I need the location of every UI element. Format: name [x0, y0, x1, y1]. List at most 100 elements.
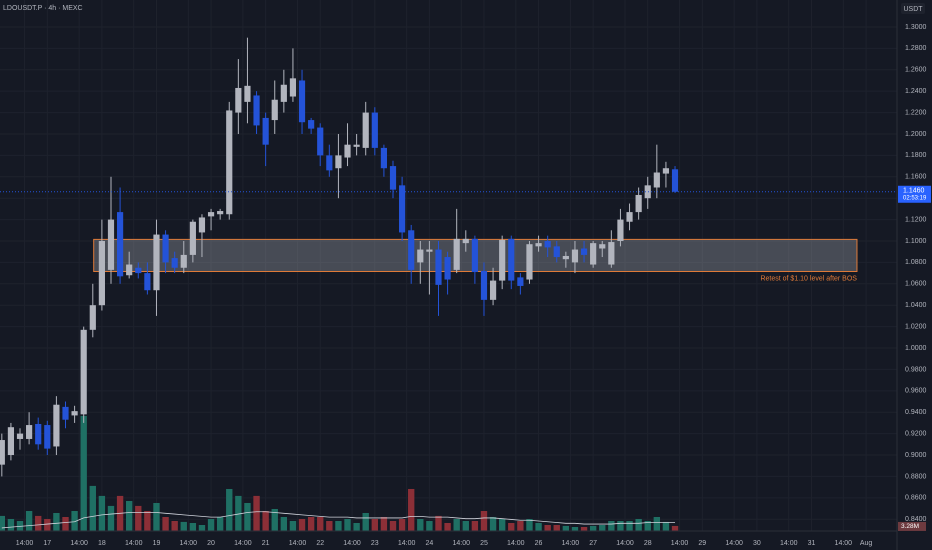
candle-body	[408, 230, 415, 270]
x-tick-label: 30	[753, 540, 761, 547]
candle-body	[580, 248, 588, 255]
candle-body	[271, 99, 278, 121]
volume-bar	[462, 520, 469, 531]
candle-body	[162, 234, 169, 263]
candle-body	[235, 87, 242, 113]
last-volume-label: 3.28M	[901, 523, 919, 530]
volume-bar	[417, 518, 424, 531]
volume-bar	[71, 510, 78, 531]
x-tick-label: 27	[589, 540, 597, 547]
x-tick-label: 29	[698, 540, 706, 547]
y-tick-label: 0.9600	[905, 388, 927, 395]
x-tick-label: 18	[98, 540, 106, 547]
candle-body	[517, 277, 524, 286]
volume-bar	[398, 518, 406, 531]
volume-bar	[107, 505, 115, 531]
x-tick-label: 20	[207, 540, 215, 547]
x-tick-label: 23	[371, 540, 379, 547]
volume-bar	[189, 522, 197, 531]
volume-bar	[171, 520, 178, 531]
volume-bar	[198, 524, 206, 531]
volume-bar	[662, 521, 670, 531]
candle-body	[98, 240, 105, 306]
candle-body	[126, 264, 133, 276]
volume-bar	[7, 518, 15, 531]
volume-bar	[635, 518, 642, 531]
candle-body	[508, 238, 515, 281]
volume-bar	[80, 415, 87, 531]
x-tick-label: 28	[644, 540, 652, 547]
candle-body	[89, 305, 96, 330]
volume-bar	[653, 516, 661, 531]
volume-bar	[289, 520, 297, 531]
volume-bar	[508, 522, 515, 531]
volume-bar	[280, 516, 288, 531]
candle-body	[326, 155, 333, 171]
current-price-label: 1.1460	[903, 188, 925, 195]
volume-bar	[162, 516, 169, 531]
candle-body	[389, 166, 397, 190]
volume-bar	[35, 515, 42, 531]
y-tick-label: 1.0200	[905, 323, 927, 330]
x-tick-label: 19	[153, 540, 161, 547]
volume-bar	[626, 520, 633, 531]
volume-bar	[435, 515, 442, 531]
candle-body	[308, 120, 315, 129]
volume-bar	[444, 522, 451, 531]
volume-bar	[344, 518, 351, 531]
candle-body	[462, 238, 469, 244]
candle-body	[62, 406, 69, 420]
volume-bar	[408, 488, 415, 531]
candle-body	[144, 273, 151, 291]
volume-bar	[562, 525, 570, 531]
candle-body	[280, 84, 287, 102]
volume-bar	[62, 516, 69, 531]
candle-body	[535, 243, 542, 247]
candle-body	[198, 217, 206, 233]
volume-bar	[244, 502, 251, 531]
y-tick-label: 1.0600	[905, 281, 927, 288]
candle-body	[353, 144, 360, 147]
x-tick-label: 14:00	[180, 540, 198, 547]
countdown: 02:53:19	[903, 195, 927, 201]
volume-bar	[153, 502, 160, 531]
y-tick-label: 1.0000	[905, 345, 927, 352]
candle-body	[471, 238, 478, 273]
candle-body	[171, 258, 178, 268]
candle-body	[107, 219, 115, 270]
volume-bar	[517, 520, 524, 531]
candle-body	[26, 425, 33, 439]
y-tick-label: 0.9200	[905, 430, 927, 437]
x-tick-label: 14:00	[398, 540, 416, 547]
candles	[0, 37, 679, 477]
x-tick-label: 22	[316, 540, 324, 547]
volume-bar	[25, 510, 33, 531]
x-tick-label: 14:00	[16, 540, 34, 547]
volume-bar	[135, 505, 142, 531]
volume-bar	[317, 516, 324, 531]
x-tick-label: 14:00	[725, 540, 743, 547]
x-tick-label: 25	[480, 540, 488, 547]
volume-bar	[89, 485, 96, 531]
volume-bar	[125, 500, 133, 531]
current-price-badge	[898, 185, 931, 203]
candle-body	[453, 238, 460, 270]
y-tick-label: 1.0400	[905, 302, 927, 309]
volume-bar	[235, 495, 242, 531]
candle-body	[335, 155, 342, 169]
candle-body	[189, 221, 196, 255]
candle-body	[262, 117, 269, 145]
candle-body	[489, 280, 497, 300]
currency-badge	[901, 3, 925, 14]
volume-bar	[0, 515, 6, 531]
y-tick-label: 0.9800	[905, 366, 927, 373]
grid	[0, 0, 897, 531]
volume-bar	[216, 516, 224, 531]
candle-body	[0, 440, 5, 465]
x-tick-label: 14:00	[234, 540, 252, 547]
volume-bar	[571, 526, 579, 531]
candle-body	[226, 110, 233, 215]
x-tick-label: 14:00	[343, 540, 361, 547]
